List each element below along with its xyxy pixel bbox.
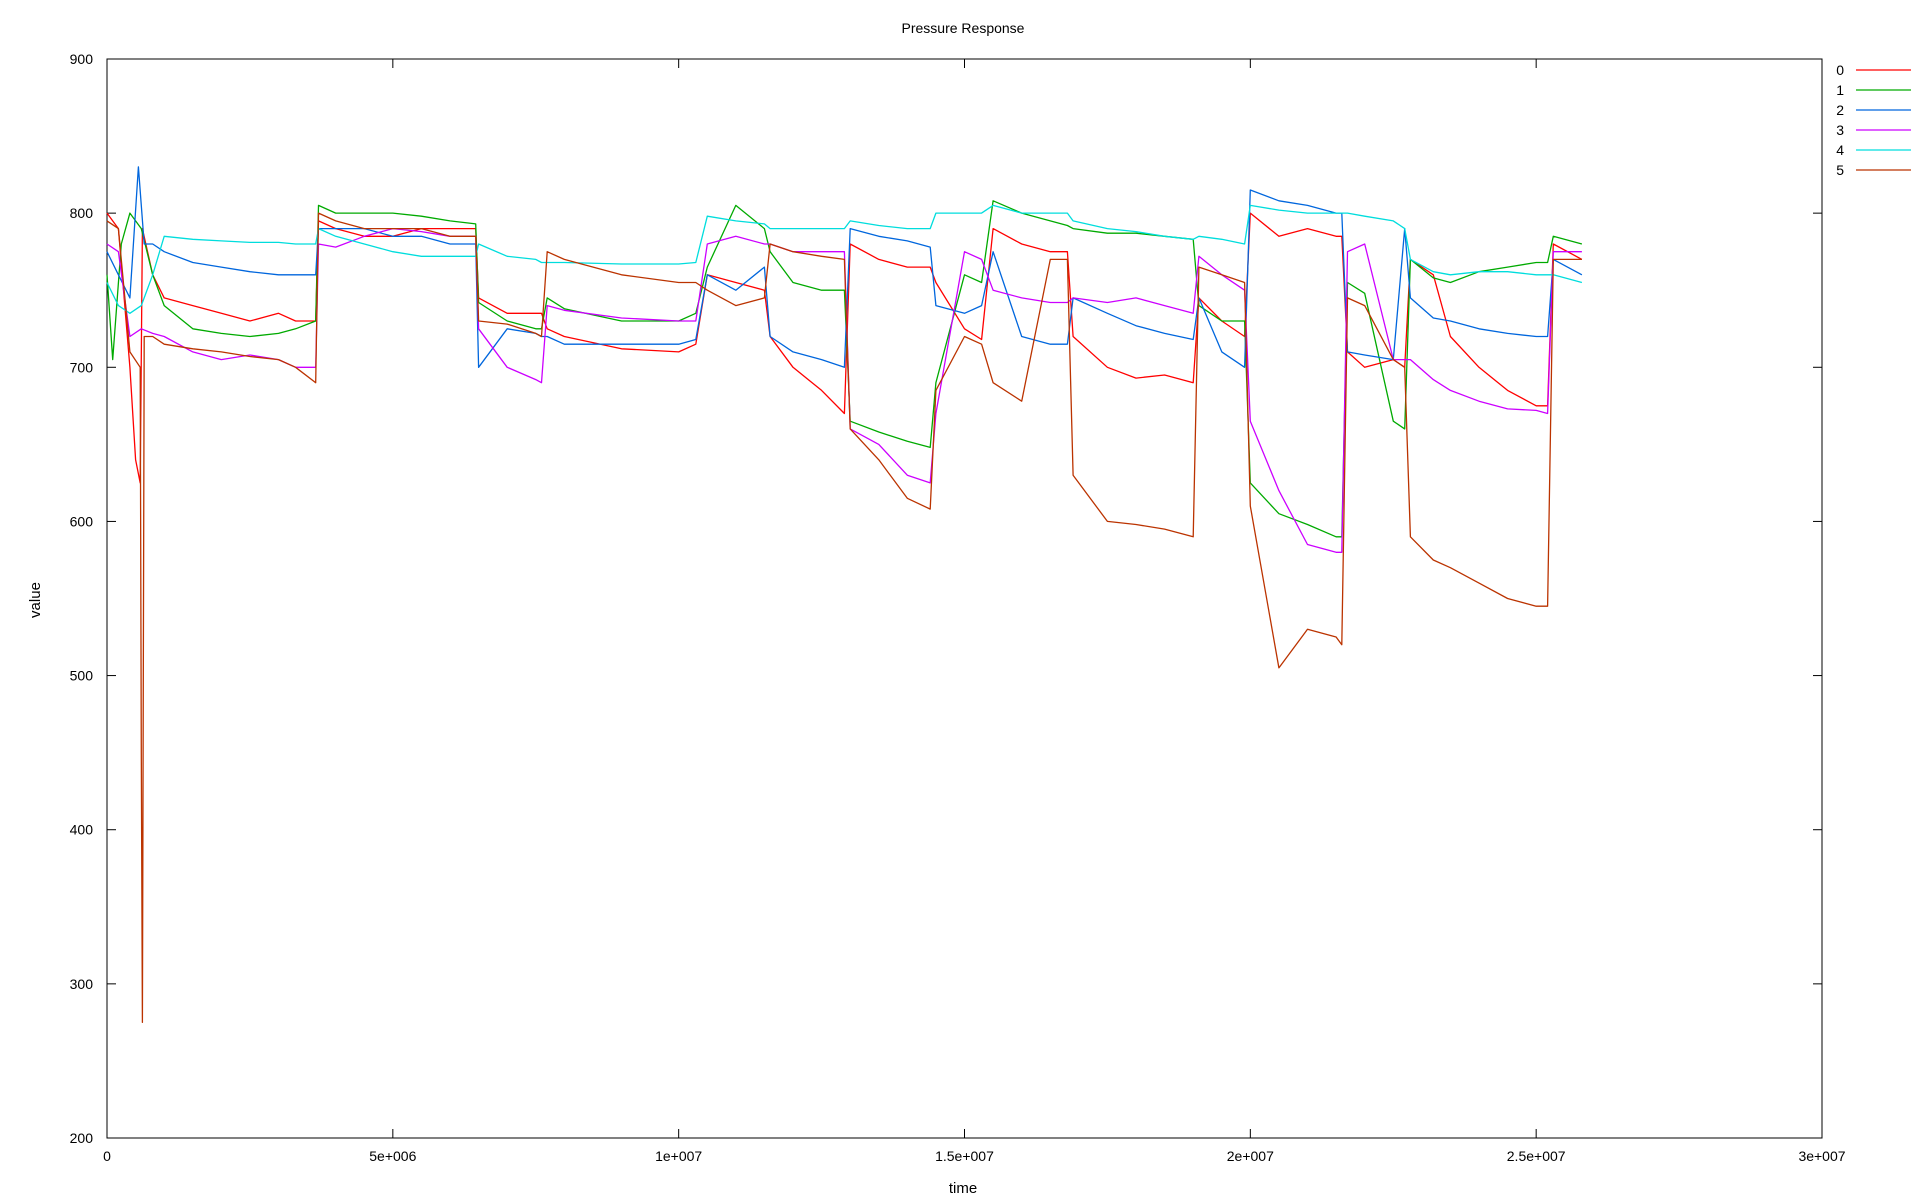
series-line-2 [106, 166, 1583, 368]
y-tick-label: 800 [70, 205, 94, 221]
y-tick-label: 700 [70, 359, 94, 375]
legend: 0 1 2 3 4 5 [1836, 62, 1911, 178]
x-axis-label: time [949, 1180, 977, 1197]
x-tick-label: 1e+007 [655, 1148, 702, 1164]
legend-label-3: 3 [1836, 122, 1844, 138]
chart-title: Pressure Response [902, 20, 1025, 36]
y-axis-ticks: 200 300 400 500 600 700 800 900 [70, 51, 1822, 1146]
legend-label-4: 4 [1836, 142, 1844, 158]
plot-area-border [106, 58, 1823, 1139]
legend-label-1: 1 [1836, 82, 1844, 98]
x-tick-label: 0 [103, 1148, 111, 1164]
y-tick-label: 900 [70, 51, 94, 67]
legend-label-5: 5 [1836, 162, 1844, 178]
legend-label-0: 0 [1836, 62, 1844, 78]
y-tick-label: 500 [70, 668, 94, 684]
y-tick-label: 200 [70, 1130, 94, 1146]
x-tick-label: 3e+007 [1798, 1148, 1845, 1164]
series-lines [106, 166, 1583, 1024]
y-tick-label: 600 [70, 513, 94, 529]
y-tick-label: 300 [70, 976, 94, 992]
x-tick-label: 2e+007 [1227, 1148, 1274, 1164]
y-tick-label: 400 [70, 822, 94, 838]
y-axis-label: value [27, 582, 44, 618]
x-tick-label: 5e+006 [369, 1148, 416, 1164]
series-line-5 [106, 212, 1582, 1024]
legend-label-2: 2 [1836, 102, 1844, 118]
x-tick-label: 1.5e+007 [935, 1148, 994, 1164]
x-axis-ticks: 0 5e+006 1e+007 1.5e+007 2e+007 2.5e+007 3e+00… [103, 59, 1846, 1164]
x-tick-label: 2.5e+007 [1507, 1148, 1566, 1164]
